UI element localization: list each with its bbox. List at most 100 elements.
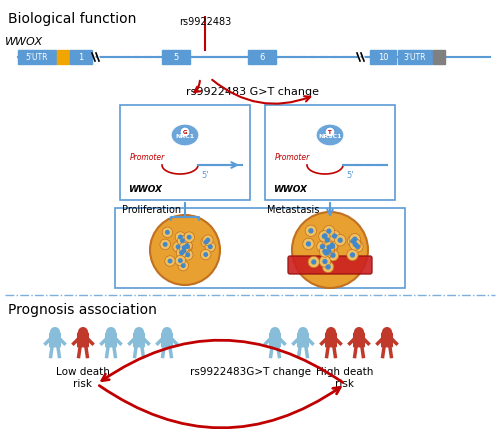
- Circle shape: [352, 242, 358, 247]
- Circle shape: [173, 242, 184, 252]
- Circle shape: [298, 327, 308, 337]
- FancyBboxPatch shape: [77, 332, 89, 347]
- Circle shape: [162, 242, 168, 247]
- Circle shape: [320, 248, 332, 259]
- Circle shape: [204, 252, 208, 257]
- Circle shape: [182, 242, 192, 252]
- Text: WWOX: WWOX: [128, 185, 162, 194]
- FancyArrowPatch shape: [100, 386, 340, 428]
- Circle shape: [350, 252, 355, 257]
- Circle shape: [324, 242, 335, 253]
- FancyBboxPatch shape: [353, 332, 365, 347]
- Circle shape: [330, 242, 335, 248]
- FancyBboxPatch shape: [370, 50, 396, 64]
- Circle shape: [325, 127, 335, 137]
- Circle shape: [180, 250, 184, 255]
- FancyArrowPatch shape: [212, 80, 310, 104]
- Circle shape: [150, 215, 220, 285]
- Circle shape: [329, 230, 340, 242]
- Circle shape: [350, 239, 361, 250]
- Text: rs9922483G>T change: rs9922483G>T change: [190, 367, 310, 377]
- Circle shape: [324, 226, 334, 237]
- FancyArrowPatch shape: [194, 81, 200, 92]
- FancyBboxPatch shape: [57, 50, 69, 64]
- Circle shape: [175, 255, 186, 266]
- Circle shape: [182, 250, 193, 260]
- Text: rs9922483: rs9922483: [179, 17, 231, 27]
- Circle shape: [322, 233, 328, 239]
- FancyBboxPatch shape: [297, 332, 309, 347]
- Circle shape: [326, 239, 338, 251]
- Text: 10: 10: [378, 52, 388, 61]
- FancyBboxPatch shape: [265, 105, 395, 200]
- FancyBboxPatch shape: [288, 256, 372, 274]
- Circle shape: [78, 327, 88, 337]
- Text: G: G: [183, 130, 187, 135]
- Text: 1: 1: [78, 52, 84, 61]
- Text: 5': 5': [346, 171, 354, 180]
- Text: High death
risk: High death risk: [316, 367, 374, 389]
- Text: 5'UTR: 5'UTR: [26, 52, 48, 61]
- FancyArrowPatch shape: [102, 340, 343, 382]
- Circle shape: [347, 249, 358, 261]
- Circle shape: [176, 248, 187, 258]
- Circle shape: [176, 245, 180, 249]
- FancyBboxPatch shape: [325, 332, 337, 347]
- Text: 5': 5': [201, 171, 208, 180]
- Circle shape: [322, 234, 327, 239]
- Circle shape: [165, 230, 170, 235]
- Circle shape: [270, 327, 280, 337]
- Circle shape: [322, 261, 334, 273]
- Circle shape: [165, 256, 175, 266]
- Text: Promoter: Promoter: [130, 153, 165, 162]
- Circle shape: [208, 244, 212, 249]
- Circle shape: [182, 245, 186, 250]
- FancyBboxPatch shape: [18, 50, 56, 64]
- Circle shape: [326, 327, 336, 337]
- Ellipse shape: [171, 124, 199, 146]
- FancyBboxPatch shape: [381, 332, 393, 347]
- Text: Metastasis: Metastasis: [267, 205, 320, 215]
- Circle shape: [352, 236, 358, 242]
- Circle shape: [178, 235, 183, 239]
- Circle shape: [180, 238, 185, 243]
- Circle shape: [334, 235, 346, 246]
- Circle shape: [316, 241, 328, 252]
- Text: Low death
risk: Low death risk: [56, 367, 110, 389]
- Circle shape: [182, 240, 192, 251]
- Circle shape: [178, 245, 189, 256]
- Circle shape: [318, 230, 330, 242]
- Circle shape: [186, 235, 192, 240]
- Circle shape: [330, 253, 336, 258]
- Circle shape: [322, 259, 328, 264]
- Circle shape: [50, 327, 60, 337]
- Circle shape: [178, 260, 188, 271]
- Circle shape: [320, 230, 330, 242]
- Circle shape: [182, 248, 186, 253]
- FancyBboxPatch shape: [120, 105, 250, 200]
- FancyBboxPatch shape: [161, 332, 173, 347]
- Circle shape: [204, 239, 208, 245]
- Circle shape: [292, 212, 368, 288]
- Circle shape: [201, 237, 211, 247]
- Circle shape: [160, 239, 170, 250]
- FancyBboxPatch shape: [105, 332, 117, 347]
- FancyBboxPatch shape: [269, 332, 281, 347]
- Circle shape: [338, 238, 343, 243]
- Circle shape: [177, 236, 188, 246]
- Circle shape: [178, 258, 183, 263]
- Circle shape: [200, 249, 211, 260]
- Circle shape: [326, 248, 332, 254]
- Circle shape: [168, 259, 172, 263]
- Circle shape: [324, 250, 330, 255]
- Text: 3'UTR: 3'UTR: [404, 52, 426, 61]
- Text: rs9922483 G>T change: rs9922483 G>T change: [186, 87, 318, 97]
- Text: Biological function: Biological function: [8, 12, 136, 26]
- Circle shape: [327, 241, 338, 252]
- Circle shape: [134, 327, 144, 337]
- Circle shape: [324, 251, 329, 256]
- Circle shape: [354, 327, 364, 337]
- Circle shape: [320, 246, 330, 257]
- FancyBboxPatch shape: [162, 50, 190, 64]
- Circle shape: [328, 250, 338, 261]
